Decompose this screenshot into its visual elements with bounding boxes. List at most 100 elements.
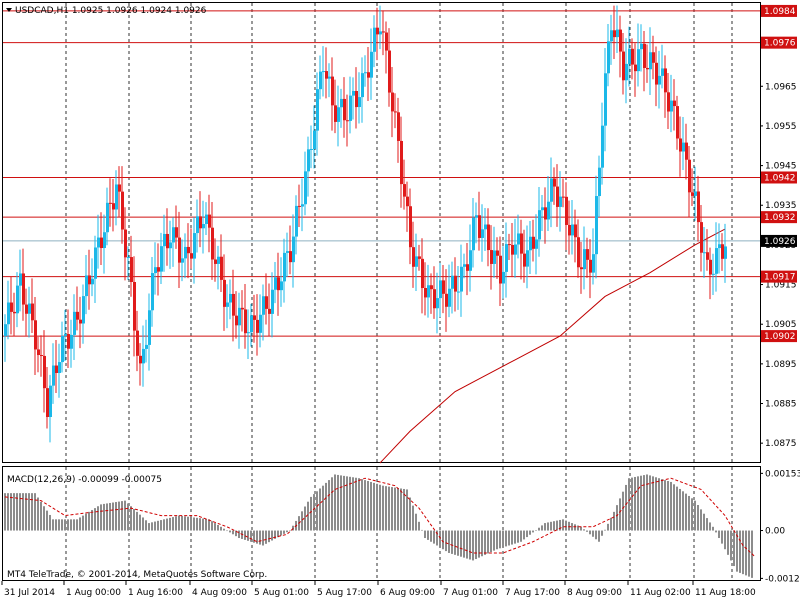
macd-histogram-bar <box>712 526 714 531</box>
macd-histogram-bar <box>601 530 603 536</box>
macd-histogram-bar <box>343 475 345 531</box>
macd-histogram-bar <box>550 521 552 531</box>
time-tick-label: 8 Aug 09:00 <box>567 588 622 598</box>
macd-histogram-bar <box>568 521 570 531</box>
candle-body <box>592 254 595 273</box>
macd-histogram-bar <box>136 511 138 531</box>
candle-body <box>571 224 574 236</box>
macd-histogram-bar <box>580 526 582 531</box>
candle-body <box>448 288 451 307</box>
macd-histogram-bar <box>316 491 318 531</box>
candle-body <box>520 233 523 254</box>
candle-body <box>661 68 664 76</box>
candle-body <box>568 224 571 236</box>
candle-body <box>262 296 265 315</box>
candle-body <box>430 285 433 290</box>
macd-histogram-bar <box>154 521 156 531</box>
macd-histogram-bar <box>709 522 711 531</box>
macd-histogram-bar <box>655 477 657 531</box>
macd-histogram-bar <box>259 530 261 545</box>
candle-body <box>619 29 622 52</box>
macd-histogram-bar <box>25 493 27 531</box>
macd-histogram-bar <box>703 513 705 531</box>
candle-body <box>583 249 586 270</box>
macd-histogram-bar <box>379 484 381 531</box>
candle-body <box>145 344 148 349</box>
candle-body <box>472 217 475 251</box>
macd-histogram-bar <box>133 509 135 531</box>
price-tick-label: 1.0905 <box>765 320 797 330</box>
candle-body <box>91 278 94 285</box>
candle-body <box>454 275 457 292</box>
candle-body <box>391 92 394 112</box>
candle-body <box>625 63 628 81</box>
price-tick-label: 1.0915 <box>765 281 797 291</box>
macd-histogram-bar <box>730 530 732 561</box>
macd-histogram-bar <box>406 489 408 531</box>
macd-histogram-bar <box>493 530 495 551</box>
macd-histogram-bar <box>391 487 393 531</box>
macd-histogram-bar <box>592 530 594 537</box>
candle-body <box>232 293 235 316</box>
candle-body <box>538 210 541 240</box>
macd-indicator <box>4 474 756 578</box>
candle-body <box>202 224 205 229</box>
macd-histogram-bar <box>100 504 102 531</box>
candle-body <box>193 233 196 259</box>
macd-histogram-bar <box>427 530 429 540</box>
macd-histogram-bar <box>685 493 687 531</box>
candle-body <box>508 244 511 246</box>
macd-histogram-bar <box>454 530 456 555</box>
macd-histogram-bar <box>97 506 99 531</box>
candle-body <box>421 258 424 288</box>
candle-body <box>130 257 133 282</box>
macd-histogram-bar <box>457 530 459 556</box>
candle-body <box>688 159 691 193</box>
candle-body <box>724 246 727 259</box>
candle-body <box>205 214 208 225</box>
macd-histogram-bar <box>736 530 738 572</box>
macd-histogram-bar <box>424 530 426 539</box>
macd-histogram-bar <box>514 530 516 544</box>
candle-body <box>94 247 97 279</box>
macd-histogram-bar <box>310 496 312 531</box>
candle-body <box>718 244 721 249</box>
macd-histogram-bar <box>340 475 342 531</box>
candle-body <box>238 307 241 326</box>
time-tick-label: 6 Aug 09:00 <box>380 588 435 598</box>
macd-histogram-bar <box>460 530 462 557</box>
candle-body <box>76 311 79 320</box>
macd-histogram-bar <box>214 523 216 531</box>
candle-body <box>607 41 610 74</box>
candle-body <box>577 237 580 268</box>
candle-body <box>550 178 553 202</box>
candle-body <box>316 89 319 131</box>
macd-histogram-bar <box>205 518 207 531</box>
candle-body <box>349 95 352 121</box>
candle-body <box>127 257 130 259</box>
macd-histogram-bar <box>664 480 666 531</box>
macd-histogram-bar <box>628 478 630 531</box>
candle-body <box>481 229 484 238</box>
candle-body <box>85 275 88 297</box>
macd-histogram-bar <box>352 477 354 531</box>
candle-body <box>325 71 328 79</box>
candle-body <box>652 52 655 63</box>
candle-body <box>169 242 172 249</box>
macd-histogram-bar <box>307 501 309 531</box>
macd-histogram-bar <box>610 517 612 531</box>
moving-average <box>379 228 726 464</box>
level-price-label: 1.0902 <box>764 332 796 342</box>
level-price-label: 1.0976 <box>764 39 796 49</box>
candle-body <box>379 31 382 35</box>
candle-body <box>427 285 430 298</box>
macd-histogram-bar <box>328 480 330 531</box>
macd-histogram-bar <box>139 514 141 531</box>
candle-body <box>40 355 43 357</box>
macd-histogram-bar <box>643 475 645 531</box>
macd-histogram-bar <box>85 513 87 531</box>
chart-dropdown-icon[interactable] <box>6 8 12 12</box>
macd-histogram-bar <box>505 530 507 547</box>
candle-body <box>409 206 412 248</box>
macd-histogram-bar <box>187 516 189 531</box>
